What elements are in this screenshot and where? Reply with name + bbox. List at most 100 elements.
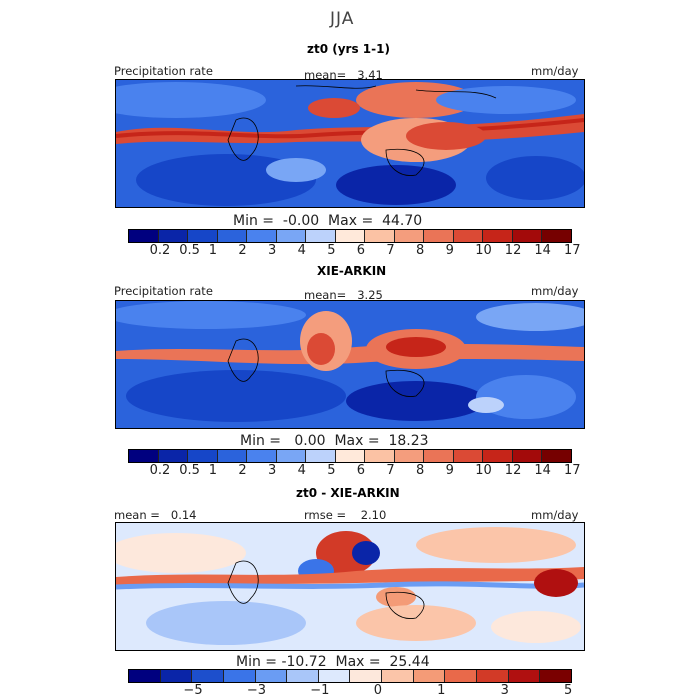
colorbar-swatch (508, 670, 541, 682)
panel-2-min-max: Min = 0.00 Max = 18.23 (240, 433, 429, 449)
colorbar-swatch (540, 670, 571, 682)
panel-1-units-label: mm/day (531, 64, 579, 78)
colorbar-swatch (445, 670, 478, 682)
colorbar-swatch (158, 230, 189, 242)
colorbar-tick-label: 4 (297, 243, 306, 258)
colorbar-tick-label: 12 (504, 463, 522, 478)
colorbar-tick-label: −3 (246, 683, 267, 698)
colorbar-tick-label: 0.5 (179, 243, 200, 258)
colorbar-swatch (247, 230, 277, 242)
colorbar-tick-label: 7 (386, 463, 395, 478)
colorbar-tick-label: 1 (208, 463, 218, 478)
colorbar-tick-label: 8 (416, 463, 425, 478)
colorbar-tick-label: 3 (268, 243, 277, 258)
colorbar-tick-label: 17 (564, 243, 581, 258)
colorbar-tick-label: 5 (327, 243, 336, 258)
colorbar-tick-label: −1 (310, 683, 330, 698)
colorbar-tick-label: 10 (475, 243, 492, 258)
panel-2-mean-label: mean= 3.25 (304, 288, 383, 302)
colorbar-swatch (365, 230, 395, 242)
colorbar-swatch (247, 450, 277, 462)
colorbar-tick-label: 3 (500, 683, 509, 698)
colorbar-swatch (542, 450, 571, 462)
colorbar-tick-label: 9 (445, 463, 454, 478)
colorbar-tick-label: 12 (504, 243, 522, 258)
panel-1-variable-label: Precipitation rate (114, 64, 213, 78)
colorbar-swatch (188, 450, 218, 462)
colorbar-tick-label: 0 (373, 683, 382, 698)
colorbar-swatch (306, 230, 336, 242)
colorbar-tick-label: 0.5 (179, 463, 200, 478)
colorbar-tick-label: 5 (327, 463, 336, 478)
colorbar-swatch (306, 450, 336, 462)
panel-1-min-max: Min = -0.00 Max = 44.70 (233, 213, 423, 229)
colorbar-tick-label: 1 (437, 683, 446, 698)
colorbar-swatch (223, 670, 256, 682)
colorbar-tick-label: −5 (183, 683, 203, 698)
colorbar-swatch (365, 450, 395, 462)
panel-1-colorbar-ticks: 0.2 0.5 1 2 3 4 5 6 7 8 9 10 12 14 17 (128, 243, 581, 259)
panel-2-colorbar (128, 449, 572, 463)
colorbar-swatch (318, 670, 351, 682)
colorbar-swatch (335, 450, 366, 462)
panel-1-mean-label: mean= 3.41 (304, 68, 383, 82)
panel-2-units-label: mm/day (531, 284, 579, 298)
colorbar-tick-label: 9 (445, 243, 454, 258)
colorbar-swatch (512, 450, 543, 462)
colorbar-swatch (394, 450, 425, 462)
colorbar-swatch (129, 670, 161, 682)
colorbar-tick-label: 17 (564, 463, 581, 478)
panel-3-colorbar (128, 669, 572, 683)
colorbar-tick-label: 1 (208, 243, 218, 258)
panel-3-map (115, 522, 585, 651)
panel-3-title: zt0 - XIE-ARKIN (296, 486, 400, 500)
colorbar-swatch (188, 230, 218, 242)
colorbar-tick-label: 2 (238, 243, 247, 258)
panel-3-mean-label: mean = 0.14 (114, 508, 197, 522)
panel-2-title: XIE-ARKIN (317, 264, 387, 278)
colorbar-swatch (217, 450, 248, 462)
panel-2-variable-label: Precipitation rate (114, 284, 213, 298)
colorbar-tick-label: 14 (534, 463, 551, 478)
panel-1-colorbar (128, 229, 572, 243)
colorbar-swatch (453, 450, 484, 462)
colorbar-swatch (192, 670, 224, 682)
colorbar-tick-label: 14 (534, 243, 551, 258)
colorbar-swatch (424, 230, 454, 242)
colorbar-swatch (483, 230, 513, 242)
colorbar-swatch (413, 670, 446, 682)
panel-3-colorbar-ticks: −5 −3 −1 0 1 3 5 (128, 683, 572, 699)
season-title: JJA (330, 9, 355, 29)
colorbar-swatch (477, 670, 509, 682)
colorbar-tick-label: 0.2 (149, 463, 171, 478)
colorbar-swatch (394, 230, 425, 242)
colorbar-swatch (160, 670, 193, 682)
colorbar-tick-label: 8 (416, 243, 425, 258)
colorbar-swatch (483, 450, 513, 462)
colorbar-tick-label: 10 (475, 463, 492, 478)
panel-1-map (115, 79, 585, 208)
colorbar-tick-label: 6 (356, 243, 366, 258)
panel-3-min-max: Min = -10.72 Max = 25.44 (236, 654, 430, 670)
colorbar-swatch (512, 230, 543, 242)
colorbar-swatch (542, 230, 571, 242)
colorbar-swatch (424, 450, 454, 462)
colorbar-swatch (255, 670, 288, 682)
colorbar-swatch (129, 230, 159, 242)
colorbar-tick-label: 7 (386, 243, 395, 258)
colorbar-swatch (129, 450, 159, 462)
colorbar-swatch (287, 670, 319, 682)
colorbar-swatch (350, 670, 383, 682)
colorbar-swatch (453, 230, 484, 242)
panel-1-title: zt0 (yrs 1-1) (307, 42, 390, 56)
colorbar-swatch (276, 450, 307, 462)
colorbar-tick-label: 2 (238, 463, 247, 478)
colorbar-swatch (217, 230, 248, 242)
colorbar-swatch (158, 450, 189, 462)
colorbar-swatch (382, 670, 414, 682)
panel-1-field (116, 80, 584, 207)
panel-2-map (115, 300, 585, 429)
colorbar-tick-label: 0.2 (149, 243, 171, 258)
colorbar-tick-label: 5 (564, 683, 573, 698)
colorbar-swatch (335, 230, 366, 242)
